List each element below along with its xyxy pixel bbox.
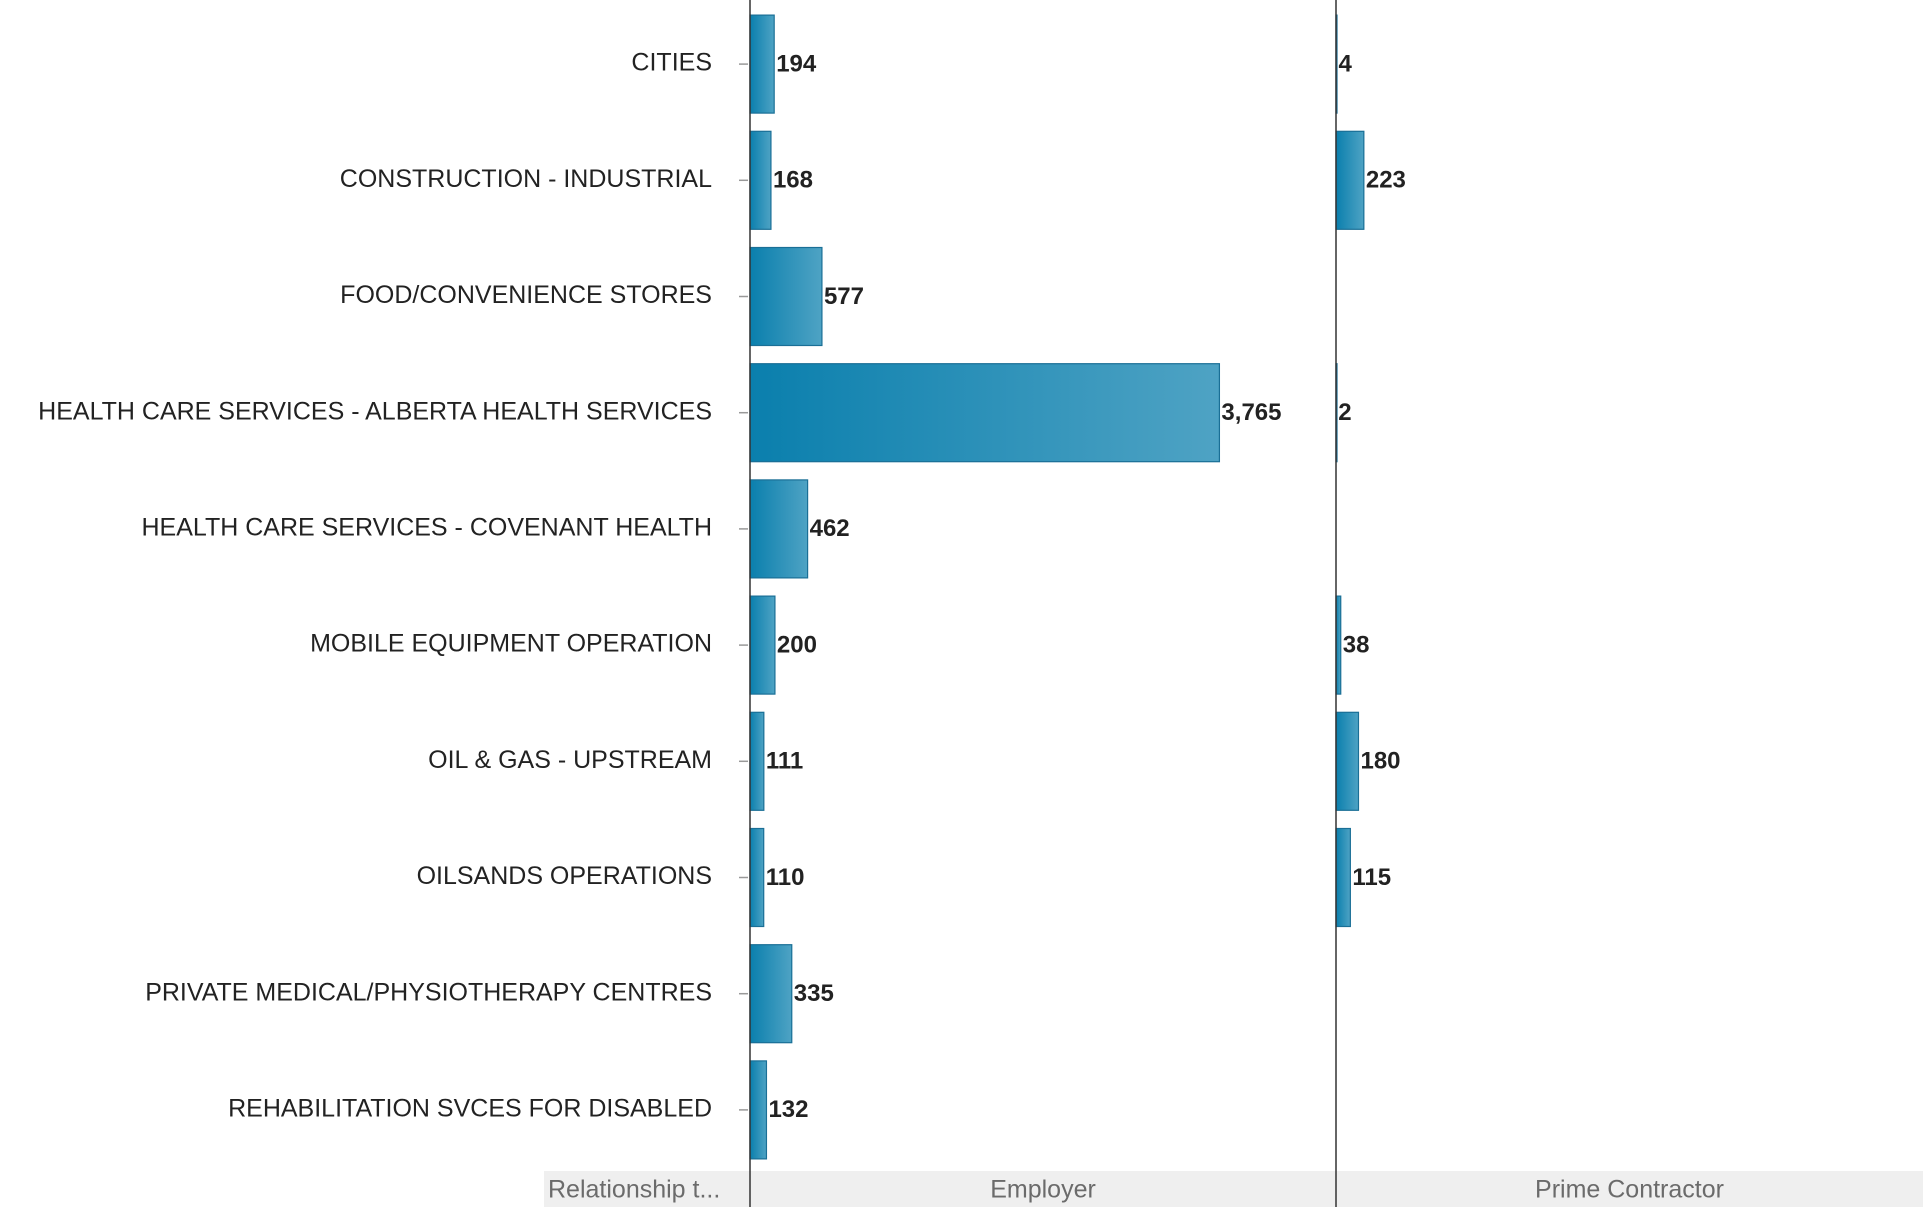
category-label: CONSTRUCTION - INDUSTRIAL [340, 165, 712, 193]
value-label: 111 [766, 748, 803, 775]
bar [749, 130, 772, 230]
panel-header: Employer [990, 1176, 1096, 1204]
bar [1335, 130, 1365, 230]
value-label: 180 [1360, 748, 1400, 775]
value-label: 4 [1338, 50, 1352, 77]
bar [749, 246, 823, 347]
value-label: 38 [1343, 631, 1370, 658]
bar [749, 944, 793, 1044]
value-label: 194 [776, 50, 817, 77]
category-label: HEALTH CARE SERVICES - COVENANT HEALTH [142, 514, 713, 542]
bar [1335, 711, 1360, 811]
category-label: REHABILITATION SVCES FOR DISABLED [228, 1095, 712, 1123]
value-label: 577 [824, 283, 864, 310]
value-label: 462 [810, 515, 850, 542]
column-header: Relationship t... [548, 1176, 720, 1204]
value-label: 223 [1366, 167, 1406, 194]
category-label: FOOD/CONVENIENCE STORES [340, 281, 712, 309]
value-label: 110 [766, 864, 805, 891]
bar [749, 711, 765, 811]
category-label: MOBILE EQUIPMENT OPERATION [310, 630, 712, 658]
bar [749, 595, 776, 695]
header-band [544, 1171, 1923, 1207]
value-label: 200 [777, 631, 817, 658]
bar [749, 479, 809, 579]
bar [749, 1060, 768, 1160]
value-label: 168 [773, 167, 813, 194]
category-label: HEALTH CARE SERVICES - ALBERTA HEALTH SE… [38, 397, 712, 425]
value-label: 2 [1338, 399, 1351, 426]
panel-header: Prime Contractor [1535, 1176, 1724, 1204]
category-label: OIL & GAS - UPSTREAM [428, 746, 712, 774]
bar [749, 363, 1221, 463]
value-label: 3,765 [1221, 399, 1281, 426]
value-label: 115 [1352, 864, 1391, 891]
bar [1335, 827, 1351, 928]
value-label: 335 [794, 980, 834, 1007]
category-label: PRIVATE MEDICAL/PHYSIOTHERAPY CENTRES [145, 978, 712, 1006]
category-label: OILSANDS OPERATIONS [417, 862, 712, 890]
category-label: CITIES [631, 49, 712, 77]
bar [749, 827, 765, 928]
value-label: 132 [768, 1096, 808, 1123]
bar [749, 14, 775, 114]
